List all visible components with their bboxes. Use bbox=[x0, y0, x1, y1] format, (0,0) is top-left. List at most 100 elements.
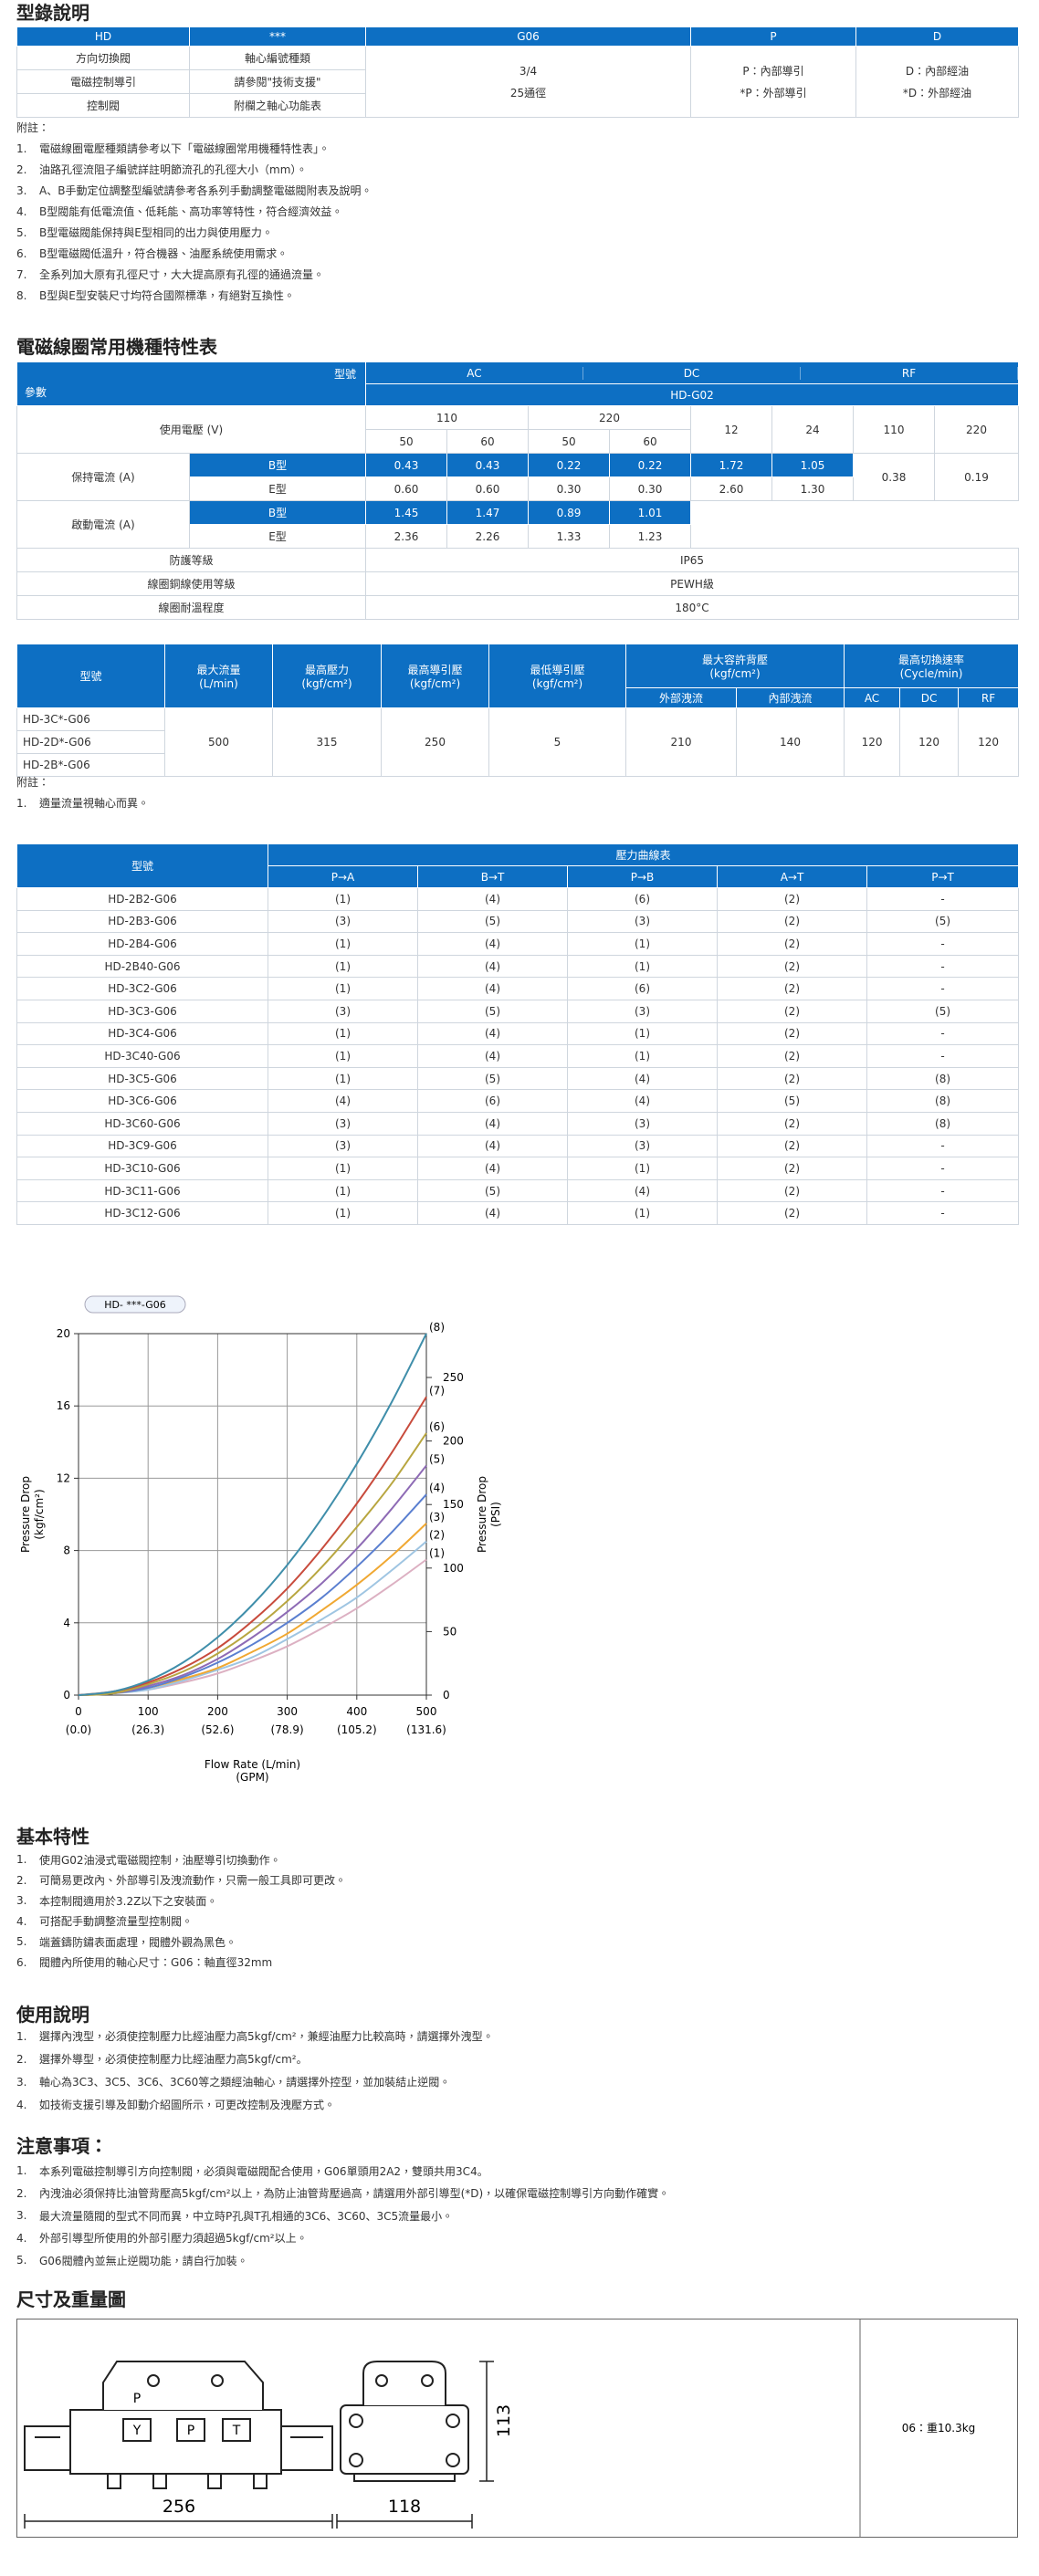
e-cell: 0.60 bbox=[446, 476, 529, 501]
y-axis-title: Pressure Drop bbox=[19, 1476, 32, 1553]
table-row: HD-3C11-G06 (1) (5) (4) (2) - bbox=[16, 1178, 1020, 1203]
curve-cell: (2) bbox=[717, 1111, 867, 1136]
spec-cell: IP65 bbox=[364, 548, 1020, 572]
voltage-cell: 24 bbox=[771, 405, 854, 454]
item-text: B型與E型安裝尺寸均符合國際標準，有絕對互換性。 bbox=[39, 289, 295, 302]
e-cell: 1.30 bbox=[771, 476, 854, 501]
header-cell: 最高導引壓 (kgf/cm²) bbox=[381, 644, 489, 708]
table-row: 型號 參數 AC DC RF bbox=[16, 361, 1020, 406]
cell: 請參閱"技術支援" bbox=[189, 69, 366, 94]
curve-cell: (5) bbox=[866, 999, 1020, 1023]
rf-cell: 0.38 bbox=[853, 453, 935, 501]
curve-cell: (1) bbox=[567, 1044, 718, 1068]
item-number: 2. bbox=[16, 2186, 27, 2200]
note-heading: 附註： bbox=[16, 121, 50, 134]
curve-cell: - bbox=[866, 1134, 1020, 1158]
table-row: E型 2.36 2.26 1.33 1.23 bbox=[17, 524, 1019, 549]
curve-cell: (2) bbox=[717, 887, 867, 911]
item-number: 2. bbox=[16, 162, 27, 176]
curve-cell: (4) bbox=[417, 1111, 568, 1136]
curve-cell: (1) bbox=[268, 887, 418, 911]
curve-cell: (8) bbox=[866, 1111, 1020, 1136]
note-item: 3. A、B手動定位調整型編號請參考各系列手動調整電磁閥附表及說明。 bbox=[16, 180, 1018, 201]
item-number: 3. bbox=[16, 2075, 27, 2089]
legend-box bbox=[84, 1295, 186, 1314]
dim-width: 118 bbox=[388, 2497, 421, 2517]
e-cell: E型 bbox=[189, 476, 366, 501]
model-cell: HD-3C11-G06 bbox=[16, 1178, 268, 1203]
x-tick-gpm: (52.6) bbox=[201, 1723, 234, 1736]
voltage-cell: 220 bbox=[528, 405, 691, 430]
table-row: HD-3C6-G06 (4) (6) (4) (5) (8) bbox=[16, 1089, 1020, 1113]
port-label: P bbox=[187, 2424, 194, 2438]
item-text: 本系列電磁控制導引方向控制閥，必須與電磁閥配合使用，G06單頭用2A2，雙頭共用… bbox=[39, 2164, 488, 2178]
model-cell: HD-3C9-G06 bbox=[16, 1134, 268, 1158]
item-text: 閥體內所使用的軸心尺寸：G06：軸直徑32mm bbox=[39, 1956, 273, 1970]
b-cell: 0.43 bbox=[446, 453, 529, 477]
model-cell: HD-3C12-G06 bbox=[16, 1201, 268, 1225]
dim-height: 113 bbox=[494, 2404, 514, 2437]
note-item: 1. 本系列電磁控制導引方向控制閥，必須與電磁閥配合使用，G06單頭用2A2，雙頭… bbox=[16, 2160, 1018, 2183]
bolt bbox=[207, 2473, 222, 2489]
item-number: 1. bbox=[16, 2164, 27, 2178]
dim-length: 256 bbox=[163, 2497, 195, 2517]
front-view bbox=[24, 2361, 333, 2489]
curve-cell: (6) bbox=[567, 977, 718, 1000]
table-row: HD-3C4-G06 (1) (4) (1) (2) - bbox=[16, 1021, 1020, 1046]
curve-cell: - bbox=[866, 954, 1020, 979]
model-cell: HD-3C3-G06 bbox=[16, 999, 268, 1023]
cell-line: 25通徑 bbox=[509, 86, 547, 99]
bolt bbox=[211, 2374, 224, 2387]
header-cell: G06 bbox=[365, 26, 691, 47]
sub-header-cell: 外部洩流 bbox=[625, 687, 737, 708]
curve-cell: (3) bbox=[567, 1111, 718, 1136]
item-number: 3. bbox=[16, 1894, 27, 1908]
item-number: 6. bbox=[16, 246, 27, 260]
x-tick-label: 400 bbox=[346, 1705, 367, 1718]
item-number: 1. bbox=[16, 796, 27, 810]
curve-cell: (4) bbox=[268, 1089, 418, 1113]
item-text: 本控制閥適用於3.2Z以下之安裝面。 bbox=[39, 1894, 218, 1908]
plot-border bbox=[78, 1333, 427, 1696]
item-text: B型電磁閥能保持與E型相同的出力與使用壓力。 bbox=[39, 226, 273, 239]
note-item: 2. 可簡易更改內、外部導引及洩流動作，只需一般工具即可更改。 bbox=[16, 1870, 1018, 1891]
y-tick-label: 8 bbox=[63, 1545, 70, 1557]
value-cell: 120 bbox=[958, 707, 1020, 777]
freq-cell: 60 bbox=[446, 429, 529, 454]
item-number: 4. bbox=[16, 204, 27, 218]
curve-label: (6) bbox=[429, 1420, 445, 1433]
table-row: HD-3C9-G06 (3) (4) (3) (2) - bbox=[16, 1134, 1020, 1158]
sub-header-cell: B→T bbox=[417, 865, 568, 888]
curve-cell: (4) bbox=[417, 887, 568, 911]
model-cell: HD-3C10-G06 bbox=[16, 1157, 268, 1180]
e-cell: 1.23 bbox=[609, 524, 691, 549]
note-item: 4. 外部引導型所使用的外部引壓力須超過5kgf/cm²以上。 bbox=[16, 2227, 1018, 2250]
y2-axis-title: Pressure Drop bbox=[476, 1476, 488, 1553]
curve-cell: (1) bbox=[268, 932, 418, 956]
b-cell: 1.05 bbox=[771, 453, 854, 477]
item-text: A、B手動定位調整型編號請參考各系列手動調整電磁閥附表及說明。 bbox=[39, 184, 373, 197]
table-row: 型號 壓力曲線表 bbox=[16, 843, 1020, 888]
x-tick-label: 100 bbox=[138, 1705, 159, 1718]
item-text: 最大流量隨閥的型式不同而異，中立時P孔與T孔相通的3C6、3C60、3C5流量最… bbox=[39, 2209, 454, 2223]
curve-cell: (1) bbox=[268, 954, 418, 979]
value-cell: 120 bbox=[899, 707, 960, 777]
item-number: 2. bbox=[16, 2052, 27, 2066]
curve-cell: - bbox=[866, 1044, 1020, 1068]
item-text: 電磁線圈電壓種類請參考以下「電磁線圈常用機種特性表」。 bbox=[39, 142, 331, 155]
header-cell: P bbox=[690, 26, 856, 47]
item-text: 選擇外導型，必須使控制壓力比經油壓力高5kgf/cm²。 bbox=[39, 2053, 308, 2066]
note-heading: 附註： bbox=[16, 776, 50, 789]
note-item: 8. B型與E型安裝尺寸均符合國際標準，有絕對互換性。 bbox=[16, 285, 1018, 306]
item-number: 5. bbox=[16, 225, 27, 239]
curve-cell: (4) bbox=[417, 1201, 568, 1225]
note-item: 3. 最大流量隨閥的型式不同而異，中立時P孔與T孔相通的3C6、3C60、3C5流… bbox=[16, 2204, 1018, 2227]
curve-cell: (5) bbox=[417, 1178, 568, 1203]
note-item: 3. 軸心為3C3、3C5、3C6、3C60等之類經油軸心，請選擇外控型，並加裝結… bbox=[16, 2070, 1018, 2093]
e-cell: 0.30 bbox=[528, 476, 610, 501]
sub-header-cell: P→T bbox=[866, 865, 1020, 888]
curve-cell: (1) bbox=[567, 1157, 718, 1180]
b-cell: 0.89 bbox=[528, 500, 610, 525]
label-cell: 啟動電流 (A) bbox=[16, 500, 190, 549]
